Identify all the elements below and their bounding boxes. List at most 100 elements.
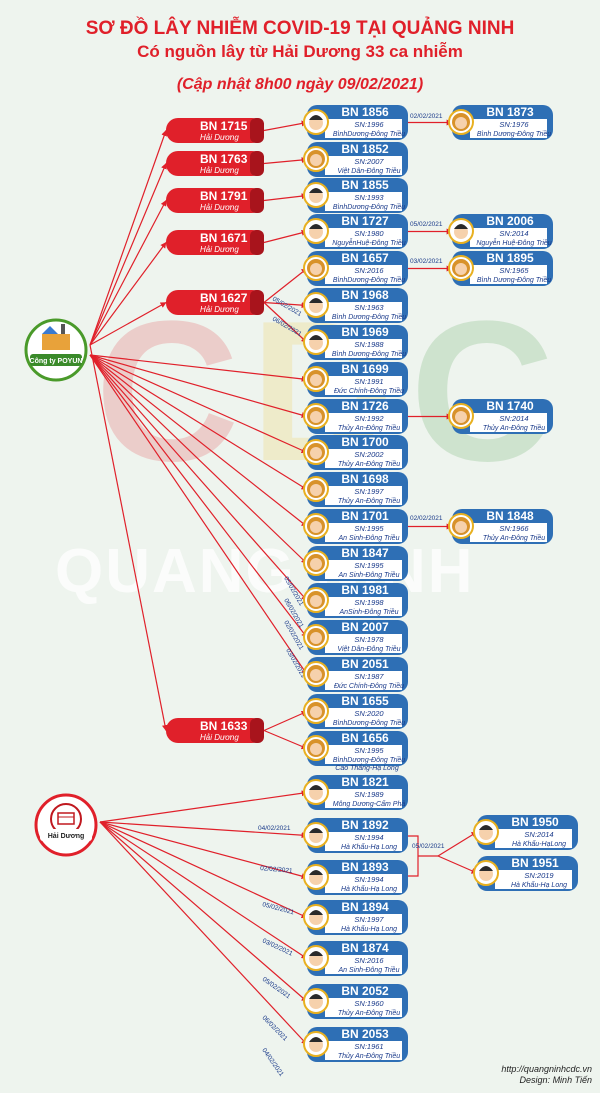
patient-place: AnSinh-Đông Triều <box>338 607 398 616</box>
poyun-label: Công ty POYUN <box>30 358 83 365</box>
edge-red-patient <box>263 268 308 303</box>
patient-place: Việt Dân-Đông Triều <box>337 644 400 653</box>
female-avatar-icon <box>303 439 329 465</box>
avatar-face <box>310 558 322 570</box>
red-node-id: BN 1715 <box>200 119 248 133</box>
patient-id: BN 1892 <box>341 818 389 832</box>
edge-poyun-patient <box>89 354 308 527</box>
edge-date-label: 02/02/2021 <box>410 113 443 120</box>
patient-place: An Sinh-Đông Triều <box>338 965 400 974</box>
edge-haiduong-patient <box>99 821 308 1045</box>
patient-birth-year: SN:2002 <box>354 450 384 459</box>
patient-id: BN 1847 <box>341 546 389 560</box>
red-node-edge <box>250 290 264 315</box>
avatar-face <box>310 411 322 423</box>
patient-place: Việt Dân-Đông Triều <box>337 166 400 175</box>
patient-birth-year: SN:1966 <box>499 524 529 533</box>
edge-poyun-patient <box>89 354 308 382</box>
edge-poyun-red <box>89 301 167 346</box>
avatar-hair <box>309 910 323 915</box>
patient-birth-year: SN:1978 <box>354 635 384 644</box>
secondary-card-info-bg <box>470 523 547 542</box>
seal-building <box>57 812 75 825</box>
red-node-edge <box>250 151 264 176</box>
patient-card-info-bg <box>325 449 402 468</box>
patient-card-info-bg <box>325 523 402 542</box>
patient-id: BN 1727 <box>341 214 389 228</box>
page-title: SƠ ĐỒ LÂY NHIỄM COVID-19 TẠI QUẢNG NINH <box>85 18 515 39</box>
patient-place: Thủy An-Đông Triều <box>338 496 400 505</box>
patient-birth-year: SN:2020 <box>354 709 384 718</box>
patient-place: Bình Dương-Đông Triều <box>477 129 551 138</box>
patient-id: BN 1740 <box>486 399 534 413</box>
patient-birth-year: SN:2014 <box>499 229 528 238</box>
patient-id: BN 1656 <box>341 731 389 745</box>
male-avatar-icon <box>473 860 499 886</box>
avatar-hair <box>309 870 323 875</box>
patient-place: Hà Khẩu-HạLong <box>512 840 566 848</box>
patient-place: Mông Dương-Cẩm Phả <box>333 800 406 808</box>
edge-poyun-patient <box>89 354 308 675</box>
patient-id: BN 1894 <box>341 900 389 914</box>
poyun-node: Công ty POYUN <box>24 318 88 382</box>
patient-birth-year: SN:2014 <box>524 830 553 839</box>
edge-poyun-red <box>89 162 167 346</box>
patient-birth-year: SN:1963 <box>354 303 384 312</box>
patient-birth-year: SN:1997 <box>354 487 384 496</box>
edge-date-label: 05/02/2021 <box>410 221 443 228</box>
edge-poyun-patient <box>89 354 308 564</box>
patient-card-info-bg <box>325 119 402 138</box>
haiduong-node: Hải Dương <box>34 793 98 857</box>
patient-place: Thủy An-Đông Triều <box>483 423 545 432</box>
edge-red-patient <box>263 120 308 132</box>
secondary-card-info-bg <box>470 228 547 247</box>
patient-id: BN 1950 <box>511 815 559 829</box>
male-avatar-icon <box>303 822 329 848</box>
female-avatar-icon <box>303 624 329 650</box>
red-node-place: Hải Dương <box>200 166 239 175</box>
edge-haiduong-patient <box>99 821 308 839</box>
secondary-card-info-bg <box>470 413 547 432</box>
haiduong-label: Hải Dương <box>48 833 85 840</box>
male-avatar-icon <box>303 988 329 1014</box>
red-node-edge <box>250 188 264 213</box>
patient-id: BN 2053 <box>341 1027 389 1041</box>
edge-red-patient <box>263 193 308 202</box>
patient-card-info-bg <box>325 1041 402 1060</box>
red-node-place: Hải Dương <box>200 245 239 254</box>
update-time: (Cập nhật 8h00 ngày 09/02/2021) <box>176 76 424 93</box>
red-node-place: Hải Dương <box>200 133 239 142</box>
patient-birth-year: SN:2014 <box>499 414 528 423</box>
red-node-id: BN 1627 <box>200 291 248 305</box>
avatar-face <box>455 117 467 129</box>
patient-birth-year: SN:1993 <box>354 193 384 202</box>
patient-card-info-bg <box>325 192 402 211</box>
credit-design: Design: Minh Tiến <box>519 1075 592 1085</box>
male-avatar-icon <box>303 1031 329 1057</box>
edge-haiduong-patient <box>99 821 308 960</box>
patient-card-info-bg <box>325 634 402 653</box>
male-avatar-icon <box>303 904 329 930</box>
patient-birth-year: SN:1987 <box>354 672 384 681</box>
patient-place: BìnhDương-Đông Triều <box>333 718 405 727</box>
edge-haiduong-patient <box>99 790 308 823</box>
patient-birth-year: SN:1992 <box>354 414 384 423</box>
patient-id: BN 1699 <box>341 362 389 376</box>
edge-date-label: 03/02/2021 <box>410 258 443 265</box>
patient-card-info-bg <box>325 671 402 690</box>
avatar-face <box>455 411 467 423</box>
edge-date-label: 05/02/2021 <box>412 843 445 850</box>
edge-poyun-red <box>89 199 167 346</box>
patient-card-info-bg <box>325 339 402 358</box>
avatar-face <box>310 484 322 496</box>
